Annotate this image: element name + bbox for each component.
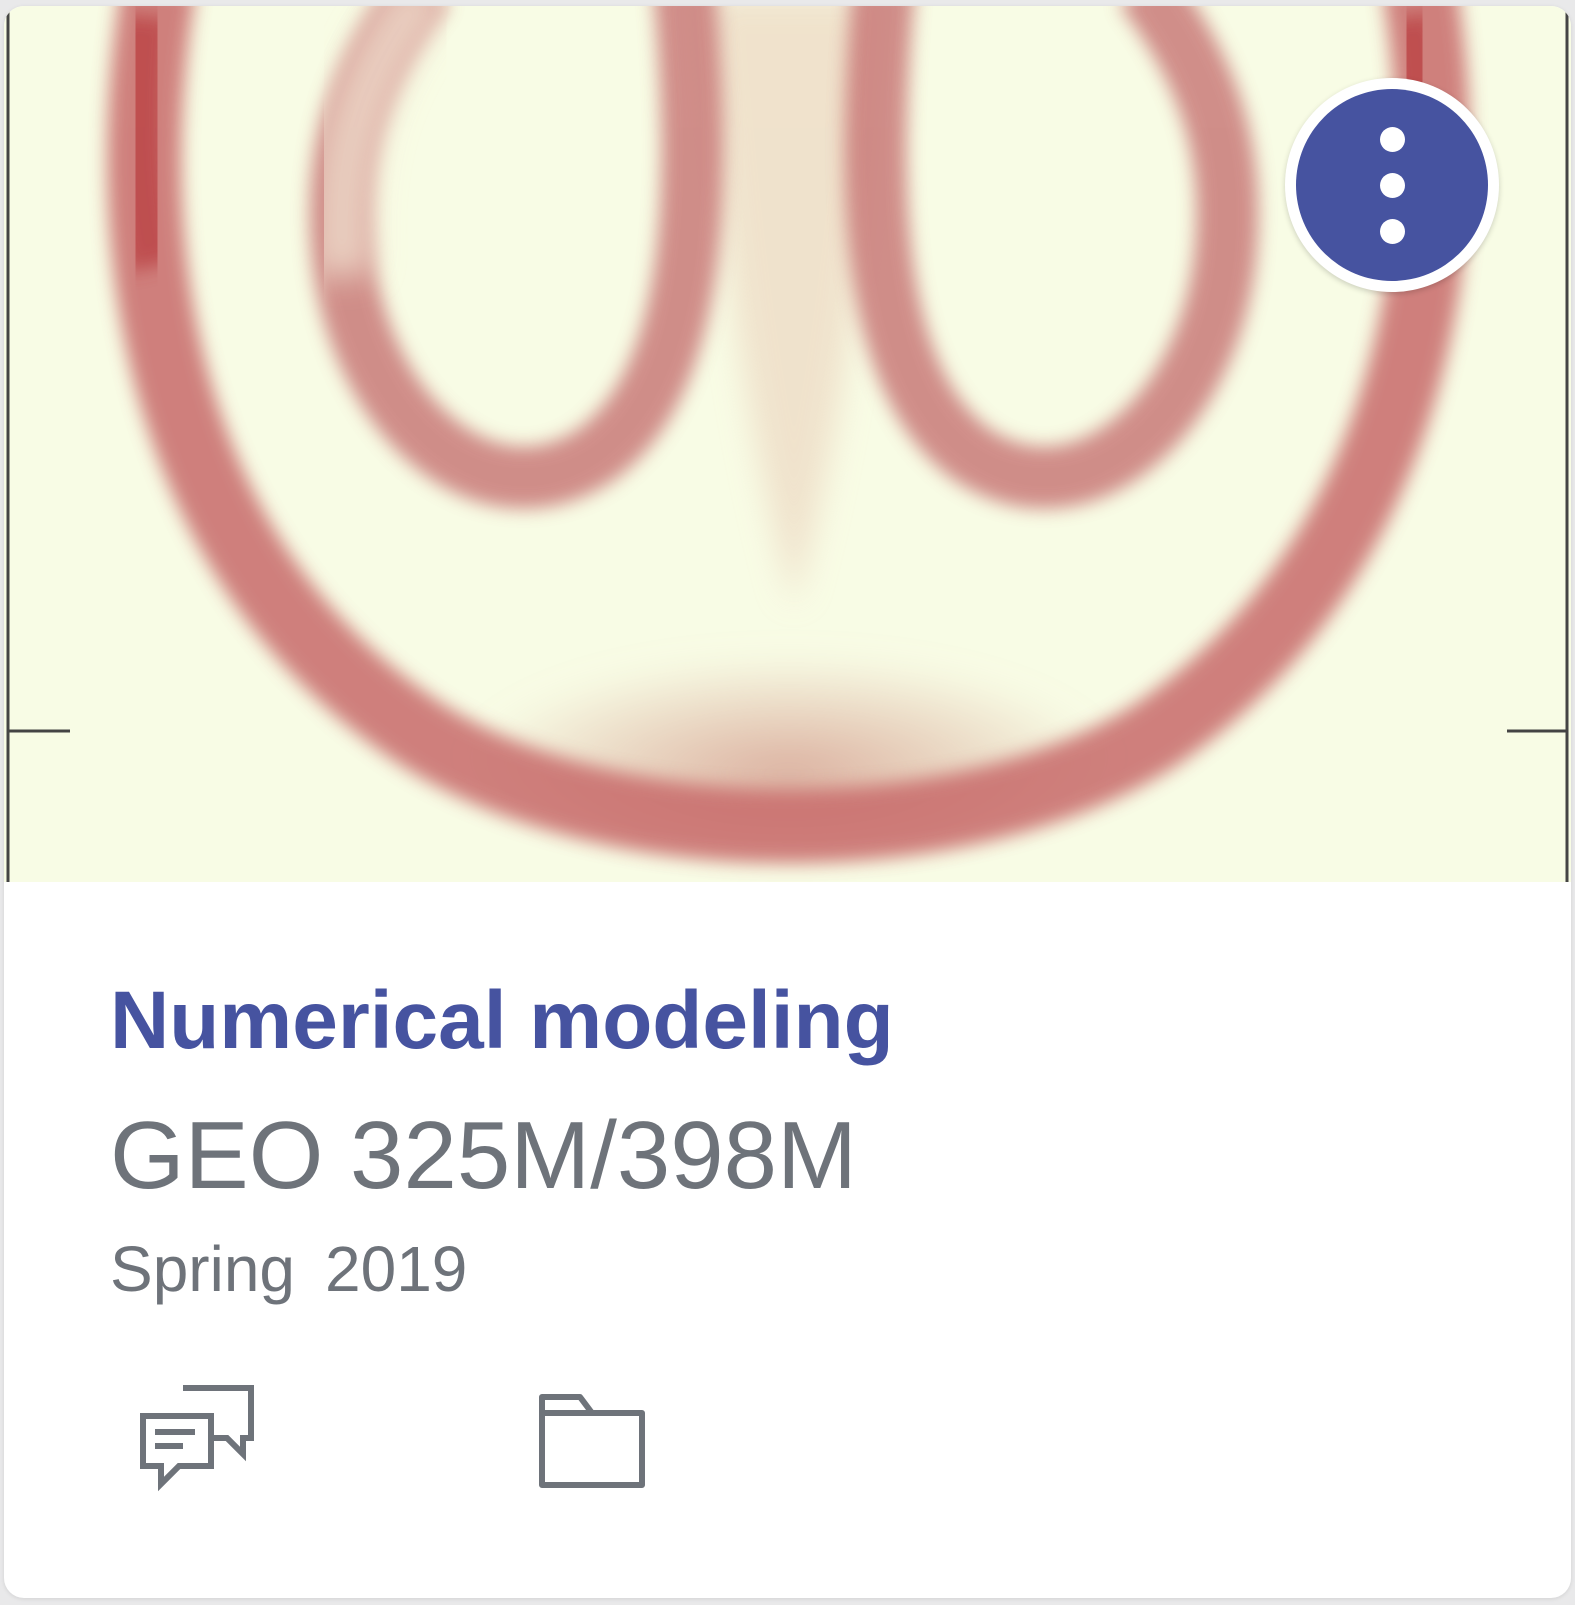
course-card[interactable]: Numerical modeling GEO 325M/398M Spring 2… — [4, 6, 1571, 1598]
course-cover-image[interactable] — [4, 6, 1571, 882]
course-term: Spring 2019 — [110, 1229, 467, 1309]
course-title-link[interactable]: Numerical modeling — [110, 975, 894, 1066]
folder-icon — [539, 1394, 645, 1488]
discussions-button[interactable] — [139, 1384, 257, 1496]
term-year: 2019 — [325, 1233, 468, 1305]
menu-dot — [1380, 127, 1405, 152]
course-code: GEO 325M/398M — [110, 1102, 857, 1209]
files-button[interactable] — [534, 1391, 650, 1491]
menu-dot — [1380, 219, 1405, 244]
more-vertical-icon — [1296, 89, 1488, 281]
term-season: Spring — [110, 1233, 295, 1305]
course-options-button[interactable] — [1285, 78, 1499, 292]
course-card-body: Numerical modeling GEO 325M/398M Spring 2… — [4, 882, 1571, 1598]
discussions-icon — [140, 1385, 254, 1492]
menu-dot — [1380, 173, 1405, 198]
